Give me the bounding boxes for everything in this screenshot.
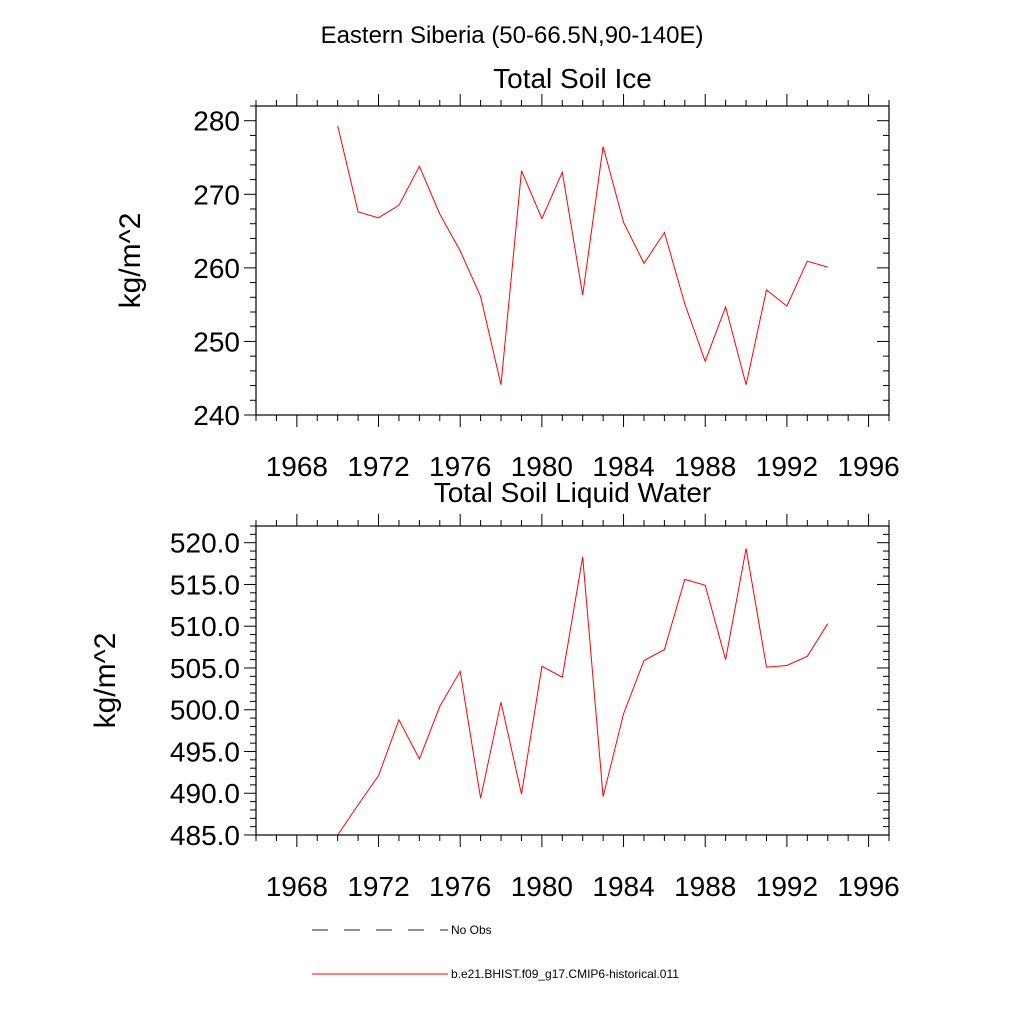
- x-tick-label: 1988: [674, 451, 736, 482]
- y-tick-label: 250: [193, 326, 240, 357]
- x-tick-label: 1984: [592, 451, 654, 482]
- y-axis-label: kg/m^2: [89, 633, 122, 729]
- y-tick-label: 485.0: [170, 820, 240, 851]
- series-line: [337, 125, 828, 385]
- legend-label-historical-011: b.e21.BHIST.f09_g17.CMIP6-historical.011: [451, 967, 679, 981]
- y-tick-label: 240: [193, 400, 240, 431]
- x-tick-label: 1968: [266, 451, 328, 482]
- x-tick-label: 1992: [756, 451, 818, 482]
- x-tick-label: 1988: [674, 871, 736, 902]
- x-tick-label: 1972: [347, 451, 409, 482]
- x-tick-label: 1984: [592, 871, 654, 902]
- y-tick-label: 270: [193, 179, 240, 210]
- y-tick-label: 490.0: [170, 778, 240, 809]
- y-tick-label: 260: [193, 253, 240, 284]
- legend: No Obs b.e21.BHIST.f09_g17.CMIP6-histori…: [312, 923, 679, 981]
- y-tick-label: 505.0: [170, 653, 240, 684]
- x-tick-label: 1968: [266, 871, 328, 902]
- y-tick-label: 500.0: [170, 695, 240, 726]
- y-tick-label: 515.0: [170, 569, 240, 600]
- y-tick-label: 510.0: [170, 611, 240, 642]
- plot-frame: [255, 525, 890, 836]
- series-line: [337, 548, 829, 836]
- figure-title: Eastern Siberia (50-66.5N,90-140E): [321, 22, 704, 49]
- y-axis-label: kg/m^2: [114, 213, 147, 309]
- soil-ice-panel: Total Soil Ice kg/m^2 1968 1972 1976 1980 1984…: [114, 63, 900, 482]
- y-tick-label: 280: [193, 106, 240, 137]
- y-tick-label: 495.0: [170, 736, 240, 767]
- soil-liquid-water-panel: Total Soil Liquid Water kg/m^2 1968 1972 197…: [89, 477, 900, 902]
- x-tick-label: 1976: [429, 451, 491, 482]
- panel-title: Total Soil Liquid Water: [434, 477, 712, 508]
- x-tick-label: 1972: [347, 871, 409, 902]
- x-tick-label: 1976: [429, 871, 491, 902]
- x-tick-label: 1980: [511, 451, 573, 482]
- x-tick-label: 1992: [756, 871, 818, 902]
- x-tick-label: 1996: [837, 871, 899, 902]
- panel-title: Total Soil Ice: [493, 63, 652, 94]
- plot-frame: [255, 105, 890, 416]
- y-tick-label: 520.0: [170, 528, 240, 559]
- legend-label-no-obs: No Obs: [451, 923, 492, 937]
- x-tick-label: 1996: [837, 451, 899, 482]
- x-tick-label: 1980: [511, 871, 573, 902]
